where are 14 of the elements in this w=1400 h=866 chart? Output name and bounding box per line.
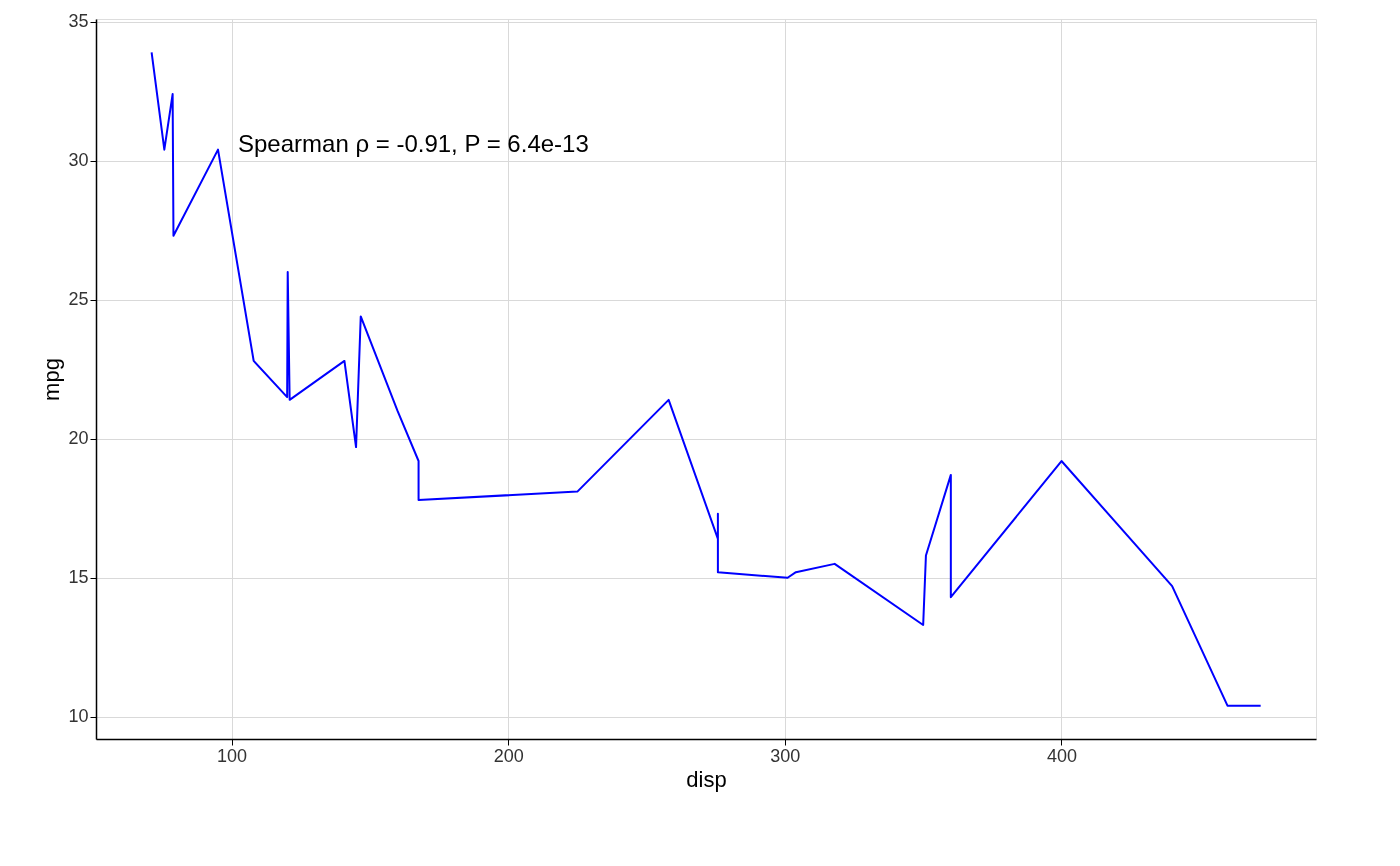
y-tick-label: 35	[68, 11, 89, 32]
x-tick-label: 100	[217, 745, 248, 766]
y-tick-label: 20	[68, 428, 89, 449]
y-tick-label: 15	[68, 567, 89, 588]
x-tick-label: 200	[493, 745, 524, 766]
x-tick-label: 300	[770, 745, 801, 766]
y-axis-title: mpg	[39, 358, 65, 401]
y-tick-label: 30	[68, 150, 89, 171]
annotation: Spearman ρ = -0.91, P = 6.4e-13	[238, 130, 589, 157]
line-series	[150, 51, 1262, 707]
y-tick-label: 10	[68, 706, 89, 727]
y-tick-label: 25	[68, 289, 89, 310]
x-tick-label: 400	[1046, 745, 1078, 766]
x-axis-title: disp	[686, 766, 727, 792]
